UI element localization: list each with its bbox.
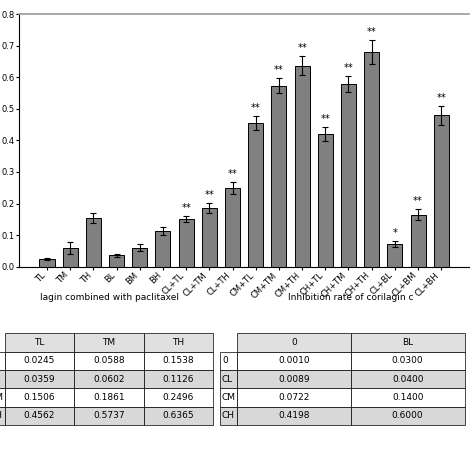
Bar bbox=[434, 115, 449, 266]
Bar bbox=[109, 255, 124, 266]
Bar bbox=[294, 66, 310, 266]
Bar bbox=[225, 188, 240, 266]
Text: **: ** bbox=[344, 63, 353, 73]
Text: **: ** bbox=[297, 43, 307, 53]
Bar bbox=[341, 83, 356, 266]
Bar bbox=[86, 218, 101, 266]
Text: **: ** bbox=[367, 27, 376, 37]
Bar bbox=[387, 244, 402, 266]
Bar bbox=[132, 247, 147, 266]
Text: **: ** bbox=[274, 64, 284, 74]
Text: **: ** bbox=[413, 196, 423, 206]
Bar bbox=[364, 52, 379, 266]
Text: **: ** bbox=[437, 92, 446, 102]
Text: **: ** bbox=[204, 190, 214, 200]
Text: *: * bbox=[392, 228, 397, 237]
Bar bbox=[410, 215, 426, 266]
Bar bbox=[202, 208, 217, 266]
Bar bbox=[155, 231, 171, 266]
Text: lagin combined with paclitaxel: lagin combined with paclitaxel bbox=[39, 293, 179, 302]
Text: Inhibition rate of corilagin c: Inhibition rate of corilagin c bbox=[288, 293, 413, 302]
Bar bbox=[63, 248, 78, 266]
Text: **: ** bbox=[251, 102, 261, 113]
Text: **: ** bbox=[181, 203, 191, 213]
Bar bbox=[318, 134, 333, 266]
Bar bbox=[248, 123, 263, 266]
Bar bbox=[271, 86, 286, 266]
Bar bbox=[179, 219, 194, 266]
Text: **: ** bbox=[228, 169, 237, 179]
Bar bbox=[39, 259, 55, 266]
Text: **: ** bbox=[320, 114, 330, 124]
